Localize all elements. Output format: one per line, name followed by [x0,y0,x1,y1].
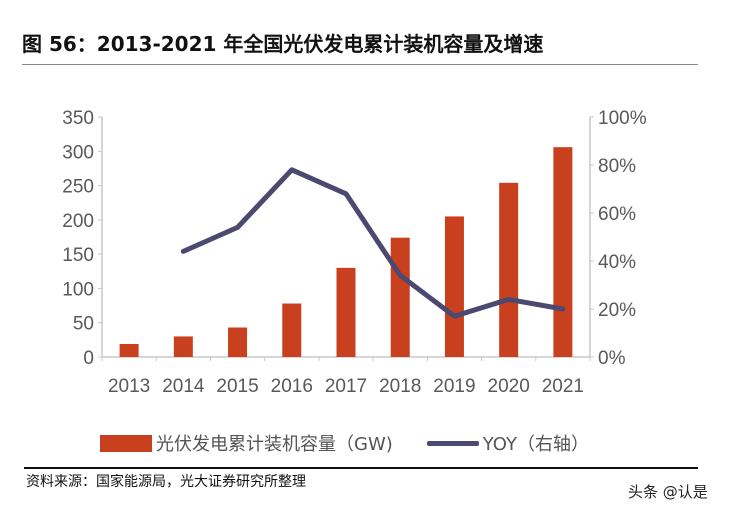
x-tick-label: 2015 [216,376,258,397]
watermark: 头条 @认是 [628,483,708,501]
x-tick-label: 2020 [488,376,530,397]
bar [390,237,410,357]
right-tick-label: 100% [598,108,647,129]
bar [173,336,193,357]
x-tick-label: 2021 [542,376,584,397]
legend: 光伏发电累计装机容量（GW) YOY（右轴） [100,430,589,456]
left-tick-label: 150 [62,245,94,266]
legend-swatch-bar [100,434,152,452]
left-tick-label: 300 [62,142,94,163]
chart: 0 50 100 150 200 250 300 350 0% 20% 40% 60% 80% 100% 2… [62,108,647,397]
x-tick-label: 2018 [379,376,421,397]
left-tick-label: 100 [62,279,94,300]
legend-label-line: YOY（右轴） [482,434,589,455]
x-tick-label: 2013 [108,376,150,397]
x-tick-label: 2019 [433,376,475,397]
chart-title: 图 56：2013-2021 年全国光伏发电累计装机容量及增速 [22,32,544,56]
bar [228,327,248,357]
right-tick-label: 0% [598,348,626,369]
bar [336,267,356,357]
yoy-line [180,167,566,319]
legend-label-bar: 光伏发电累计装机容量（GW) [156,434,393,455]
bar [553,147,573,357]
source-divider [24,467,698,469]
right-tick-label: 60% [598,204,636,225]
bar [499,182,519,357]
source-note: 资料来源：国家能源局，光大证券研究所整理 [26,474,306,490]
bar [119,343,139,357]
left-tick-label: 0 [83,348,94,369]
bar [444,216,464,357]
legend-swatch-line [426,440,479,446]
left-tick-label: 350 [62,108,94,129]
x-tick-label: 2014 [162,376,205,397]
left-tick-label: 50 [73,314,94,335]
right-tick-label: 40% [598,252,636,273]
x-tick-label: 2017 [325,376,367,397]
left-tick-label: 250 [62,177,94,198]
bar [282,303,302,357]
left-tick-label: 200 [62,211,94,232]
x-tick-label: 2016 [271,376,313,397]
title-divider [22,64,698,65]
right-tick-label: 80% [598,156,636,177]
right-tick-label: 20% [598,300,636,321]
